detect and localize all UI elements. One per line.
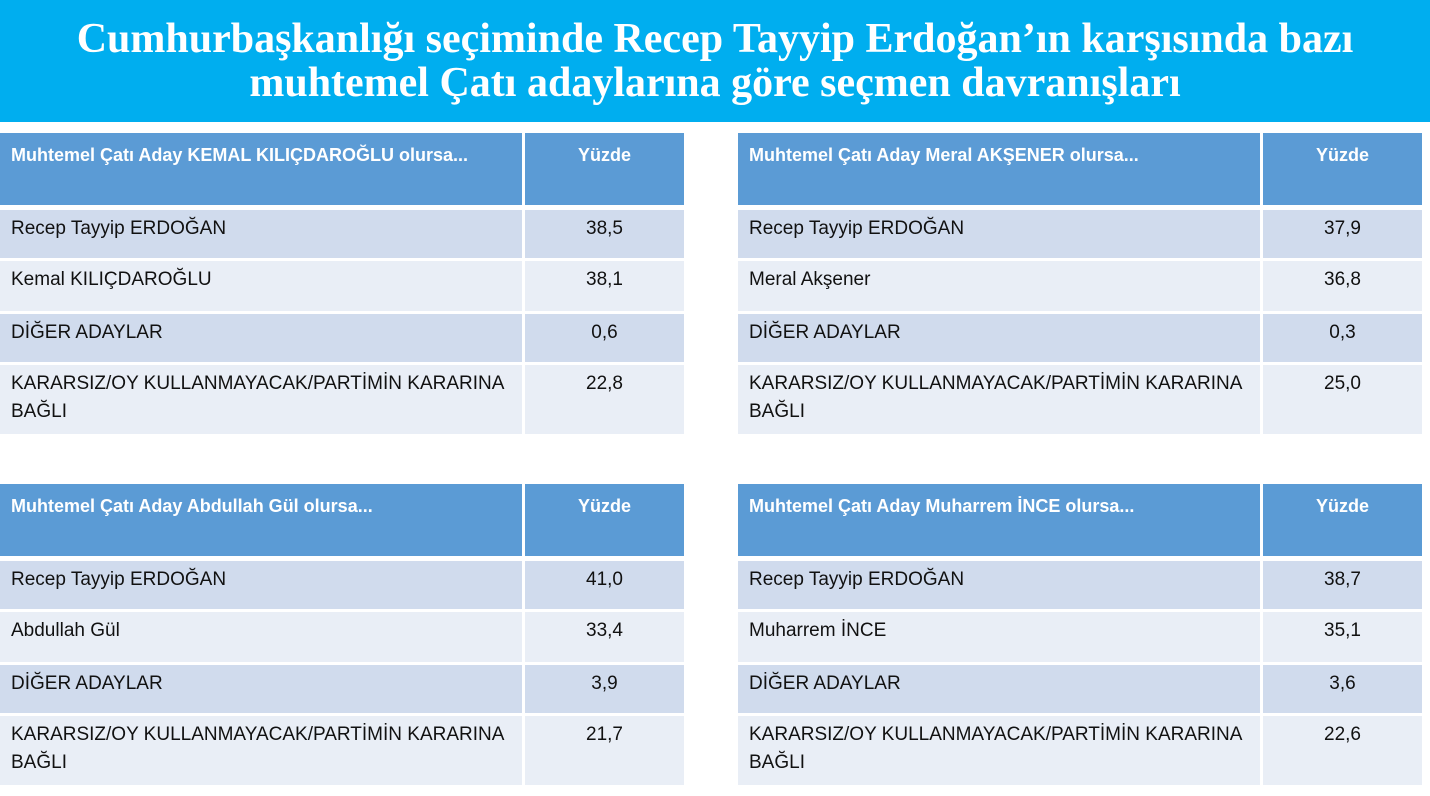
row-value: 22,6 xyxy=(1263,716,1422,785)
table-ince: Muhtemel Çatı Aday Muharrem İNCE olursa.… xyxy=(738,484,1422,788)
row-value: 37,9 xyxy=(1263,210,1422,258)
row-value: 38,5 xyxy=(525,210,684,258)
header-percent: Yüzde xyxy=(525,133,684,205)
header-percent: Yüzde xyxy=(1263,133,1422,205)
table-row: Abdullah Gül 33,4 xyxy=(0,612,684,662)
header-label: Muhtemel Çatı Aday KEMAL KILIÇDAROĞLU ol… xyxy=(0,133,522,205)
row-value: 36,8 xyxy=(1263,261,1422,311)
table-row: Kemal KILIÇDAROĞLU 38,1 xyxy=(0,261,684,311)
table-row: KARARSIZ/OY KULLANMAYACAK/PARTİMİN KARAR… xyxy=(738,716,1422,785)
table-row: Recep Tayyip ERDOĞAN 41,0 xyxy=(0,561,684,609)
row-value: 38,1 xyxy=(525,261,684,311)
row-label: Recep Tayyip ERDOĞAN xyxy=(738,561,1260,609)
row-value: 25,0 xyxy=(1263,365,1422,434)
table-row: Muharrem İNCE 35,1 xyxy=(738,612,1422,662)
table-row: KARARSIZ/OY KULLANMAYACAK/PARTİMİN KARAR… xyxy=(0,365,684,434)
table-header: Muhtemel Çatı Aday Meral AKŞENER olursa.… xyxy=(738,133,1422,205)
table-row: Recep Tayyip ERDOĞAN 38,5 xyxy=(0,210,684,258)
row-value: 35,1 xyxy=(1263,612,1422,662)
row-label: Meral Akşener xyxy=(738,261,1260,311)
row-label: DİĞER ADAYLAR xyxy=(738,314,1260,362)
row-label: DİĞER ADAYLAR xyxy=(738,665,1260,713)
table-header: Muhtemel Çatı Aday Muharrem İNCE olursa.… xyxy=(738,484,1422,556)
row-label: KARARSIZ/OY KULLANMAYACAK/PARTİMİN KARAR… xyxy=(0,365,522,434)
row-label: KARARSIZ/OY KULLANMAYACAK/PARTİMİN KARAR… xyxy=(738,716,1260,785)
row-value: 0,3 xyxy=(1263,314,1422,362)
table-row: Recep Tayyip ERDOĞAN 38,7 xyxy=(738,561,1422,609)
header-percent: Yüzde xyxy=(1263,484,1422,556)
header-percent: Yüzde xyxy=(525,484,684,556)
row-value: 22,8 xyxy=(525,365,684,434)
table-row: DİĞER ADAYLAR 0,6 xyxy=(0,314,684,362)
table-aksener: Muhtemel Çatı Aday Meral AKŞENER olursa.… xyxy=(738,133,1422,437)
row-value: 0,6 xyxy=(525,314,684,362)
table-row: Meral Akşener 36,8 xyxy=(738,261,1422,311)
row-label: Abdullah Gül xyxy=(0,612,522,662)
table-row: DİĞER ADAYLAR 3,6 xyxy=(738,665,1422,713)
row-label: DİĞER ADAYLAR xyxy=(0,314,522,362)
row-value: 3,6 xyxy=(1263,665,1422,713)
slide-title: Cumhurbaşkanlığı seçiminde Recep Tayyip … xyxy=(0,0,1430,122)
row-label: Recep Tayyip ERDOĞAN xyxy=(738,210,1260,258)
table-gul: Muhtemel Çatı Aday Abdullah Gül olursa..… xyxy=(0,484,684,788)
table-row: KARARSIZ/OY KULLANMAYACAK/PARTİMİN KARAR… xyxy=(738,365,1422,434)
row-label: KARARSIZ/OY KULLANMAYACAK/PARTİMİN KARAR… xyxy=(738,365,1260,434)
row-label: Recep Tayyip ERDOĞAN xyxy=(0,561,522,609)
title-line-2: muhtemel Çatı adaylarına göre seçmen dav… xyxy=(249,60,1181,106)
row-value: 21,7 xyxy=(525,716,684,785)
row-label: KARARSIZ/OY KULLANMAYACAK/PARTİMİN KARAR… xyxy=(0,716,522,785)
header-label: Muhtemel Çatı Aday Abdullah Gül olursa..… xyxy=(0,484,522,556)
table-row: DİĞER ADAYLAR 3,9 xyxy=(0,665,684,713)
table-header: Muhtemel Çatı Aday KEMAL KILIÇDAROĞLU ol… xyxy=(0,133,684,205)
table-row: Recep Tayyip ERDOĞAN 37,9 xyxy=(738,210,1422,258)
row-label: Recep Tayyip ERDOĞAN xyxy=(0,210,522,258)
row-value: 3,9 xyxy=(525,665,684,713)
row-value: 38,7 xyxy=(1263,561,1422,609)
table-kilicdaroglu: Muhtemel Çatı Aday KEMAL KILIÇDAROĞLU ol… xyxy=(0,133,684,437)
row-label: Kemal KILIÇDAROĞLU xyxy=(0,261,522,311)
table-row: KARARSIZ/OY KULLANMAYACAK/PARTİMİN KARAR… xyxy=(0,716,684,785)
row-label: Muharrem İNCE xyxy=(738,612,1260,662)
table-header: Muhtemel Çatı Aday Abdullah Gül olursa..… xyxy=(0,484,684,556)
row-value: 33,4 xyxy=(525,612,684,662)
title-line-1: Cumhurbaşkanlığı seçiminde Recep Tayyip … xyxy=(76,16,1354,62)
row-value: 41,0 xyxy=(525,561,684,609)
header-label: Muhtemel Çatı Aday Muharrem İNCE olursa.… xyxy=(738,484,1260,556)
table-row: DİĞER ADAYLAR 0,3 xyxy=(738,314,1422,362)
header-label: Muhtemel Çatı Aday Meral AKŞENER olursa.… xyxy=(738,133,1260,205)
row-label: DİĞER ADAYLAR xyxy=(0,665,522,713)
